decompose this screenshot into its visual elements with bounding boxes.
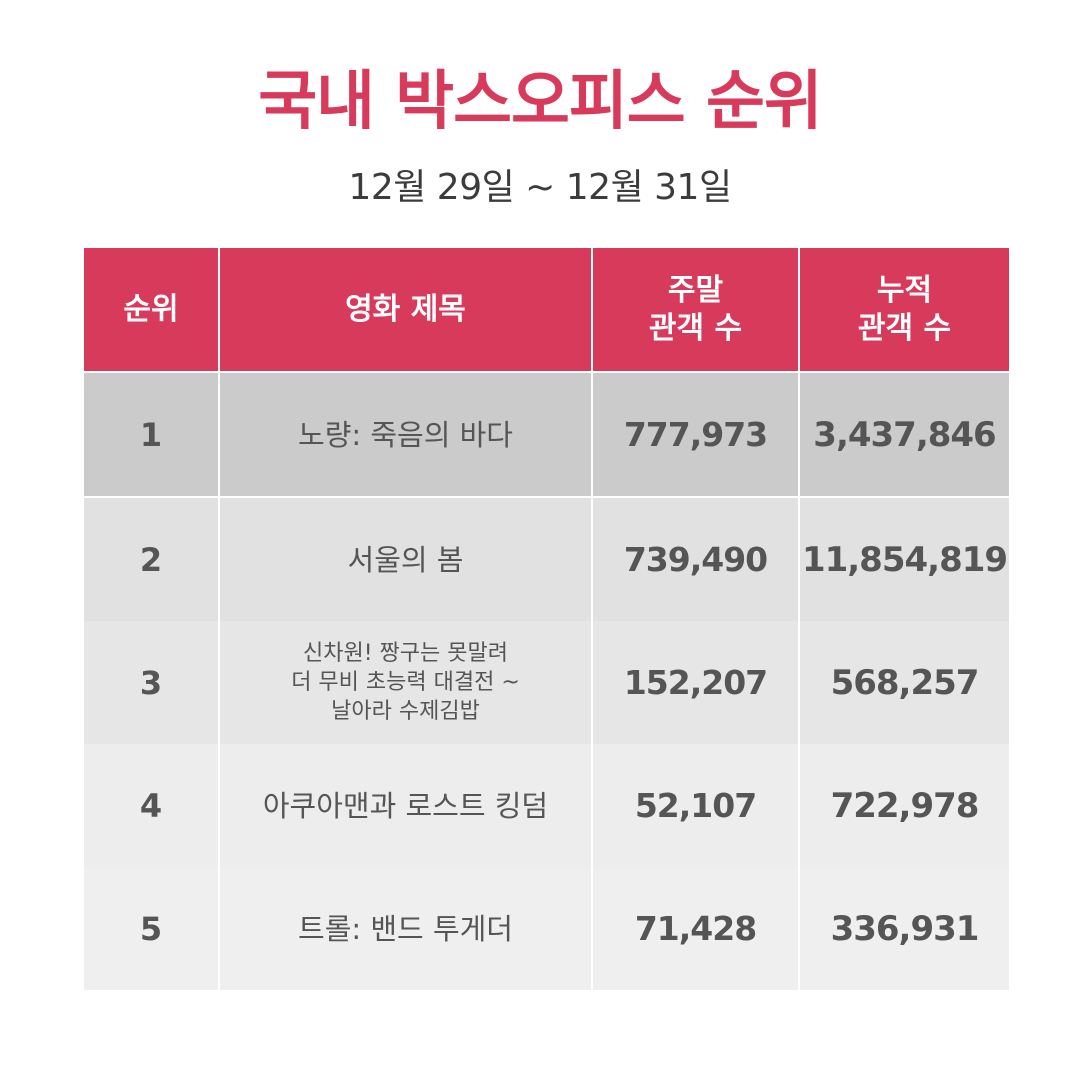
rank-cell: 5 xyxy=(84,867,218,990)
weekend-audience-cell: 152,207 xyxy=(593,621,798,744)
cumulative-audience-cell: 568,257 xyxy=(800,621,1009,744)
weekend-audience-cell: 71,428 xyxy=(593,867,798,990)
table-row: 1 노량: 죽음의 바다 777,973 3,437,846 xyxy=(84,373,1009,496)
box-office-table: 순위 영화 제목 주말 관객 수 누적 관객 수 1 노량: 죽음의 바다 77… xyxy=(84,248,1009,990)
movie-title-cell: 아쿠아맨과 로스트 킹덤 xyxy=(220,744,591,867)
rank-cell: 4 xyxy=(84,744,218,867)
header-rank: 순위 xyxy=(84,248,218,371)
movie-title-cell: 트롤: 밴드 투게더 xyxy=(220,867,591,990)
cumulative-audience-cell: 336,931 xyxy=(800,867,1009,990)
header-cumulative-audience: 누적 관객 수 xyxy=(800,248,1009,371)
cumulative-audience-cell: 722,978 xyxy=(800,744,1009,867)
header-weekend-audience: 주말 관객 수 xyxy=(593,248,798,371)
table-row: 2 서울의 봄 739,490 11,854,819 xyxy=(84,498,1009,621)
cumulative-audience-cell: 3,437,846 xyxy=(800,373,1009,496)
header-title: 영화 제목 xyxy=(220,248,591,371)
table-row: 5 트롤: 밴드 투게더 71,428 336,931 xyxy=(84,867,1009,990)
cumulative-audience-cell: 11,854,819 xyxy=(800,498,1009,621)
movie-title-cell: 노량: 죽음의 바다 xyxy=(220,373,591,496)
weekend-audience-cell: 777,973 xyxy=(593,373,798,496)
movie-title-cell: 신차원! 짱구는 못말려 더 무비 초능력 대결전 ~ 날아라 수제김밥 xyxy=(220,621,591,744)
table-row: 3 신차원! 짱구는 못말려 더 무비 초능력 대결전 ~ 날아라 수제김밥 1… xyxy=(84,621,1009,744)
movie-title-cell: 서울의 봄 xyxy=(220,498,591,621)
weekend-audience-cell: 739,490 xyxy=(593,498,798,621)
page-title: 국내 박스오피스 순위 xyxy=(258,65,822,139)
rank-cell: 3 xyxy=(84,621,218,744)
rank-cell: 2 xyxy=(84,498,218,621)
date-range-subtitle: 12월 29일 ~ 12월 31일 xyxy=(348,167,732,208)
weekend-audience-cell: 52,107 xyxy=(593,744,798,867)
table-row: 4 아쿠아맨과 로스트 킹덤 52,107 722,978 xyxy=(84,744,1009,867)
rank-cell: 1 xyxy=(84,373,218,496)
table-header-row: 순위 영화 제목 주말 관객 수 누적 관객 수 xyxy=(84,248,1009,371)
